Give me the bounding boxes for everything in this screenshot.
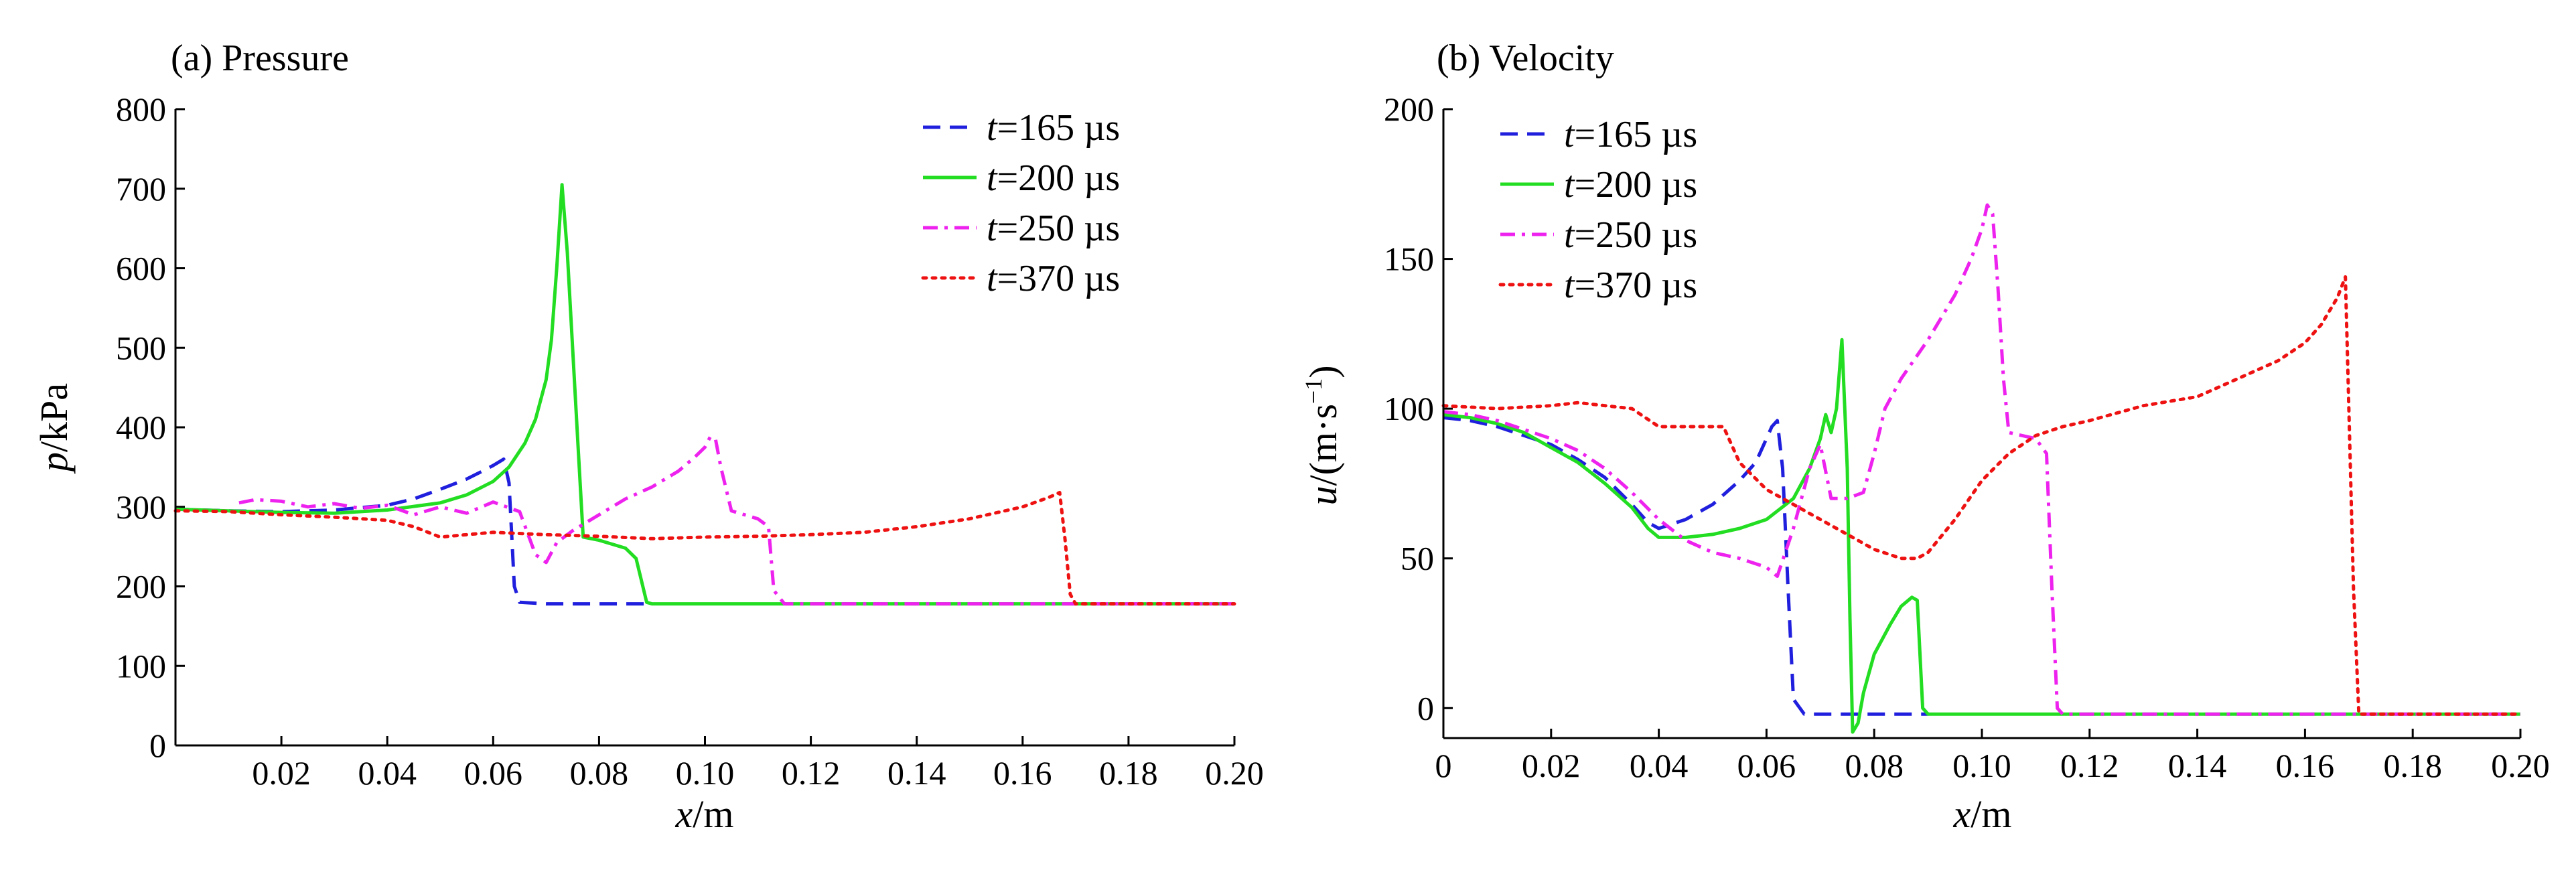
legend-rest: =250 µs [997,208,1121,249]
x-ticks: 0 0.02 0.04 0.06 0.08 0.10 0.12 0.14 0.16 0.18 0.2… [1435,729,2550,784]
chart-title: (a) Pressure [171,38,349,79]
x-tick-label: 0.10 [1952,747,2011,784]
legend-rest: =165 µs [997,107,1121,149]
y-tick-label: 600 [116,250,166,287]
legend-var: t [987,208,998,249]
series-line-2 [175,183,1234,606]
x-tick-label: 0.02 [252,754,311,792]
velocity-chart: (b) Velocity 0 0.02 0.04 0.06 0.08 0.10 0.12 0.… [1300,38,2550,836]
x-axis-var: x [1953,792,1971,836]
series-lines [173,183,1236,606]
legend-var: t [1564,265,1575,306]
legend-rest: =200 µs [1575,164,1698,206]
x-tick-label: 0.20 [1205,754,1264,792]
y-tick-label: 100 [1384,390,1434,427]
y-tick-label: 500 [116,329,166,366]
legend-label: t=165 µs [987,107,1120,149]
x-tick-label: 0.12 [2060,747,2119,784]
series-lines [1441,203,2522,734]
legend-rest: =370 µs [997,258,1121,299]
legend-label: t=165 µs [1564,114,1697,155]
series-line-4 [173,490,1236,606]
x-tick-label: 0 [1435,747,1452,784]
x-tick-label: 0.04 [358,754,417,792]
series-line-1 [1443,416,1928,716]
y-axis-label: p/kPa [32,383,76,474]
y-ticks: 0 100 200 300 400 500 600 700 800 [116,90,185,764]
chart-title: (b) Velocity [1437,38,1614,79]
y-tick-label: 0 [149,727,166,764]
legend: t=165 µst=200 µst=250 µst=370 µs [1498,114,1697,306]
y-tick-label: 0 [1417,689,1434,727]
x-tick-label: 0.08 [1845,747,1904,784]
y-tick-label: 200 [1384,90,1434,128]
x-tick-label: 0.18 [1099,754,1158,792]
x-tick-label: 0.04 [1630,747,1689,784]
legend-label: t=370 µs [1564,265,1697,306]
y-tick-label: 300 [116,488,166,526]
x-tick-label: 0.14 [2168,747,2227,784]
y-axis-var: u [1301,486,1345,506]
x-tick-label: 0.06 [1737,747,1796,784]
x-tick-label: 0.18 [2383,747,2442,784]
pressure-chart: (a) Pressure 0.02 0.04 0.06 0.08 0.10 0.12 0.1… [32,38,1264,836]
x-tick-label: 0.20 [2491,747,2550,784]
legend-label: t=250 µs [1564,214,1697,256]
x-axis-label: x/m [1953,792,2012,836]
y-axis-unit: /(m·s [1301,404,1345,486]
series-line-2 [1443,338,2520,734]
y-axis-sup: −1 [1300,378,1327,404]
y-tick-label: 100 [116,647,166,684]
x-tick-label: 0.08 [570,754,629,792]
series-line-4 [1441,275,2522,716]
y-tick-label: 400 [116,409,166,446]
x-axis-label: x/m [675,792,734,836]
x-tick-label: 0.14 [887,754,946,792]
series-line-3 [1443,203,2520,716]
y-axis-var: p [32,452,76,474]
x-tick-label: 0.16 [993,754,1052,792]
legend-var: t [1564,214,1575,256]
x-axis-unit: /m [1971,792,2011,836]
legend-var: t [1564,164,1575,206]
legend-rest: =165 µs [1575,114,1698,155]
legend-label: t=250 µs [987,208,1120,249]
y-tick-label: 50 [1401,540,1434,577]
legend-rest: =370 µs [1575,265,1698,306]
legend-label: t=200 µs [1564,164,1697,206]
x-tick-label: 0.06 [464,754,523,792]
legend-label: t=370 µs [987,258,1120,299]
x-axis-unit: /m [693,792,733,836]
legend-var: t [987,258,998,299]
legend-var: t [987,107,998,149]
y-tick-label: 700 [116,170,166,208]
y-ticks: 0 50 100 150 200 [1384,90,1453,727]
x-tick-label: 0.12 [782,754,841,792]
y-axis-close: ) [1301,365,1345,378]
y-axis-label: u/(m·s−1) [1300,365,1345,505]
x-tick-label: 0.10 [676,754,735,792]
y-tick-label: 200 [116,568,166,605]
x-tick-label: 0.16 [2276,747,2335,784]
y-tick-label: 150 [1384,240,1434,278]
y-tick-label: 800 [116,90,166,128]
x-axis-var: x [675,792,693,836]
legend-label: t=200 µs [987,157,1120,199]
legend-rest: =200 µs [997,157,1121,199]
legend-var: t [1564,114,1575,155]
x-tick-label: 0.02 [1522,747,1581,784]
legend: t=165 µst=200 µst=250 µst=370 µs [921,107,1120,299]
series-line-3 [238,435,1234,606]
y-axis-unit: /kPa [32,383,76,452]
x-ticks: 0.02 0.04 0.06 0.08 0.10 0.12 0.14 0.16 0.18 0.20 [252,736,1264,792]
legend-rest: =250 µs [1575,214,1698,256]
series-line-1 [175,457,652,606]
legend-var: t [987,157,998,199]
